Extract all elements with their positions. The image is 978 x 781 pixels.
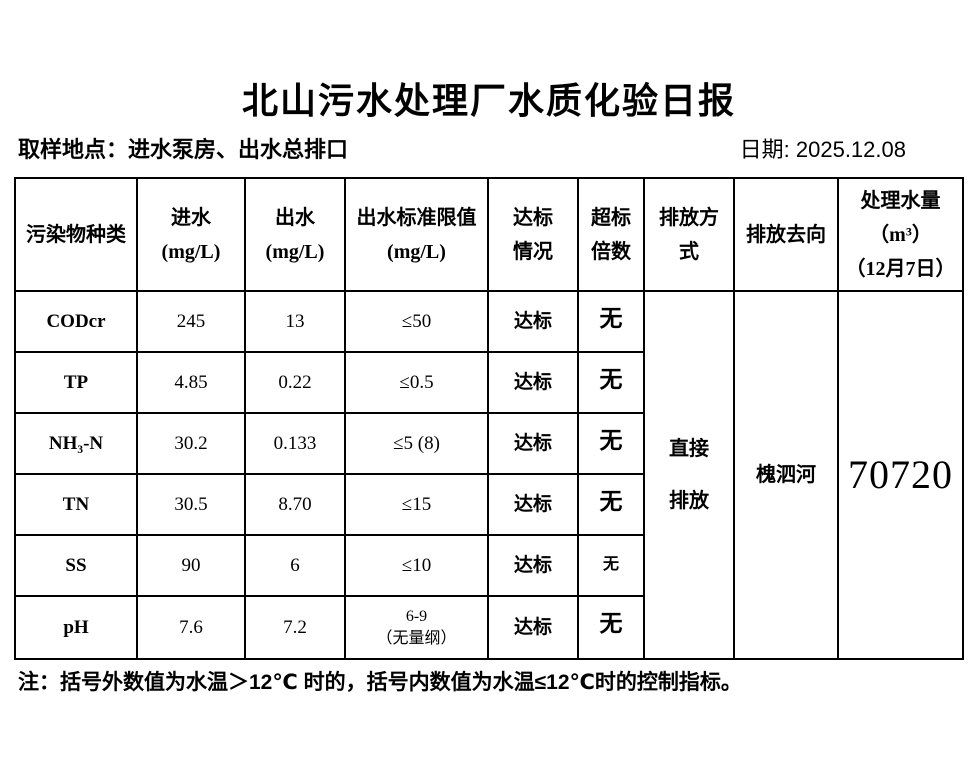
- cell-influent-codcr: 245: [138, 292, 246, 353]
- col-header-discharge-mode: 排放方 式: [645, 179, 735, 292]
- cell-exceed-tp: 无: [579, 353, 645, 414]
- cell-pollutant-ph: pH: [16, 597, 138, 658]
- cell-pollutant-tp: TP: [16, 353, 138, 414]
- cell-pollutant-codcr: CODcr: [16, 292, 138, 353]
- cell-compliance-nh3n: 达标: [489, 414, 579, 475]
- col-header-exceed: 超标 倍数: [579, 179, 645, 292]
- col-header-limit: 出水标准限值 (mg/L): [346, 179, 489, 292]
- cell-influent-ss: 90: [138, 536, 246, 597]
- page-title: 北山污水处理厂水质化验日报: [241, 81, 736, 121]
- col-header-compliance: 达标 情况: [489, 179, 579, 292]
- cell-discharge-mode: 直接 排放: [645, 292, 735, 658]
- cell-limit-ss: ≤10: [346, 536, 489, 597]
- cell-limit-tp: ≤0.5: [346, 353, 489, 414]
- col-header-pollutant: 污染物种类: [16, 179, 138, 292]
- cell-compliance-ph: 达标: [489, 597, 579, 658]
- footnote: 注：括号外数值为水温＞12℃ 时的，括号内数值为水温≤12℃时的控制指标。: [18, 671, 742, 694]
- cell-pollutant-tn: TN: [16, 475, 138, 536]
- cell-exceed-tn: 无: [579, 475, 645, 536]
- cell-compliance-tp: 达标: [489, 353, 579, 414]
- col-header-influent: 进水 (mg/L): [138, 179, 246, 292]
- cell-influent-tp: 4.85: [138, 353, 246, 414]
- col-header-treated-volume: 处理水量 （m³） （12月7日）: [839, 179, 962, 292]
- cell-influent-ph: 7.6: [138, 597, 246, 658]
- water-quality-table: 污染物种类 进水 (mg/L) 出水 (mg/L) 出水标准限值 (mg/L) …: [14, 177, 964, 660]
- cell-effluent-ph: 7.2: [246, 597, 346, 658]
- cell-effluent-codcr: 13: [246, 292, 346, 353]
- cell-limit-tn: ≤15: [346, 475, 489, 536]
- sampling-location-label: 取样地点：进水泵房、出水总排口: [18, 137, 349, 162]
- cell-effluent-nh3n: 0.133: [246, 414, 346, 475]
- cell-limit-codcr: ≤50: [346, 292, 489, 353]
- cell-influent-tn: 30.5: [138, 475, 246, 536]
- cell-pollutant-ss: SS: [16, 536, 138, 597]
- cell-compliance-tn: 达标: [489, 475, 579, 536]
- cell-influent-nh3n: 30.2: [138, 414, 246, 475]
- cell-exceed-ph: 无: [579, 597, 645, 658]
- cell-effluent-tn: 8.70: [246, 475, 346, 536]
- cell-limit-nh3n: ≤5 (8): [346, 414, 489, 475]
- cell-limit-ph: 6-9 （无量纲）: [346, 597, 489, 658]
- cell-effluent-tp: 0.22: [246, 353, 346, 414]
- cell-exceed-nh3n: 无: [579, 414, 645, 475]
- cell-treated-volume: 70720: [848, 452, 953, 497]
- cell-exceed-ss: 无: [579, 536, 645, 597]
- cell-compliance-ss: 达标: [489, 536, 579, 597]
- col-header-discharge-destination: 排放去向: [735, 179, 839, 292]
- cell-effluent-ss: 6: [246, 536, 346, 597]
- cell-discharge-destination: 槐泗河: [735, 292, 839, 658]
- col-header-effluent: 出水 (mg/L): [246, 179, 346, 292]
- report-date: 日期: 2025.12.08: [739, 137, 906, 162]
- meta-row: 取样地点：进水泵房、出水总排口 日期: 2025.12.08: [18, 132, 906, 164]
- cell-compliance-codcr: 达标: [489, 292, 579, 353]
- cell-pollutant-nh3n: NH₃-N: [16, 414, 138, 475]
- cell-exceed-codcr: 无: [579, 292, 645, 353]
